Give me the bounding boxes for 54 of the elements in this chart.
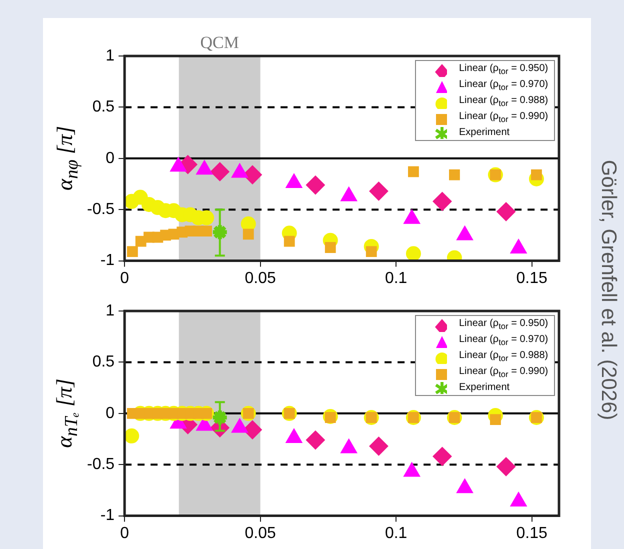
text: Görler, Grenfell et al. (2026) — [596, 160, 620, 420]
legend-label: Linear (ρ$_{tor}$ = 0.950) — [459, 62, 548, 78]
x-tick-label: 0.15 — [516, 270, 548, 287]
point — [369, 182, 388, 201]
point — [449, 169, 460, 180]
point — [432, 446, 452, 466]
point — [432, 192, 452, 211]
x-tick-label: 0.1 — [384, 524, 408, 542]
y-tick-label: 1 — [106, 302, 115, 320]
point — [340, 438, 358, 454]
y-tick-label: 1 — [106, 47, 115, 64]
y-tick-label: 0 — [106, 150, 115, 167]
x-tick-label: 0.05 — [244, 524, 276, 542]
point — [496, 202, 516, 222]
band-label: QCM — [200, 32, 239, 52]
x-tick-label: 0.15 — [516, 524, 548, 542]
legend-label: Experiment — [459, 381, 510, 394]
y-tick-label: 0.5 — [92, 98, 115, 116]
x-tick-label: 0.05 — [244, 270, 276, 287]
point — [406, 246, 421, 261]
point — [366, 246, 377, 258]
x-tick-label: 0 — [120, 270, 130, 287]
y-tick-label: -0.5 — [86, 456, 115, 474]
point — [124, 428, 140, 444]
y-tick-label: -0.5 — [86, 201, 115, 218]
point — [242, 228, 254, 240]
point — [201, 226, 212, 237]
legend-label: Linear (ρ$_{tor}$ = 0.970) — [459, 333, 548, 349]
legend-label: Linear (ρ$_{tor}$ = 0.950) — [459, 317, 548, 333]
point — [496, 457, 516, 476]
point — [456, 478, 474, 494]
point — [369, 436, 388, 456]
x-tick-label: 0.1 — [384, 270, 408, 287]
x-tick-label: 0 — [120, 524, 130, 542]
y-tick-label: -1 — [100, 507, 115, 524]
point — [210, 223, 229, 242]
point — [306, 176, 325, 195]
y-tick-label: -1 — [100, 252, 115, 270]
legend-label: Experiment — [459, 126, 510, 139]
point — [408, 166, 419, 178]
point — [210, 162, 230, 182]
legend-label: Linear (ρ$_{tor}$ = 0.988) — [459, 94, 548, 110]
legend-label: Linear (ρ$_{tor}$ = 0.970) — [459, 78, 548, 94]
point — [404, 462, 420, 477]
legend-label: Linear (ρ$_{tor}$ = 0.988) — [459, 349, 548, 365]
point — [284, 236, 295, 247]
point — [306, 430, 325, 450]
y-tick-label: 0 — [106, 404, 115, 422]
point — [126, 246, 138, 258]
legend-label: Linear (ρ$_{tor}$ = 0.990) — [459, 365, 548, 381]
y-tick-label: 0.5 — [92, 354, 115, 371]
legend-label: Linear (ρ$_{tor}$ = 0.990) — [459, 110, 548, 126]
point — [510, 492, 527, 506]
point — [324, 242, 336, 253]
